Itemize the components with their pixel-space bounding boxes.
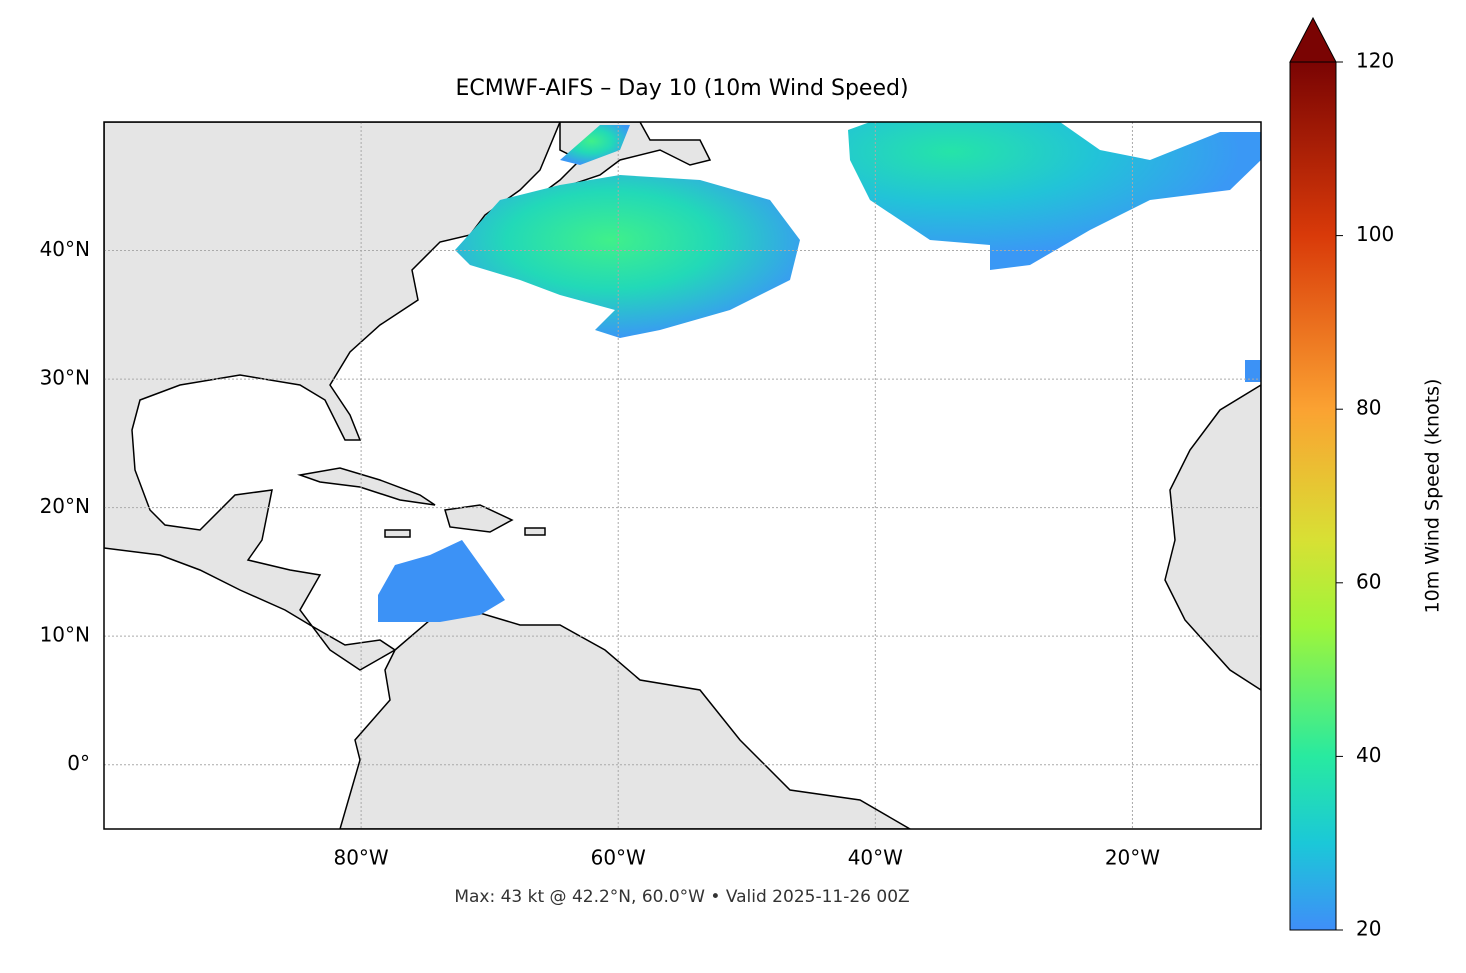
- colorbar-extend: [1289, 16, 1337, 63]
- jamaica: [384, 529, 411, 538]
- hispaniola: [444, 504, 514, 533]
- colorbar-tick-label: 40: [1356, 743, 1381, 767]
- x-tick-label: 40°W: [848, 846, 903, 870]
- north-central-america: [104, 122, 561, 671]
- colorbar-tick-label: 60: [1356, 569, 1381, 593]
- colorbar-tick-label: 80: [1356, 396, 1381, 420]
- x-tick-label: 60°W: [591, 846, 646, 870]
- footer-note: Max: 43 kt @ 42.2°N, 60.0°W • Valid 2025…: [454, 887, 909, 907]
- map-frame: [103, 121, 1262, 830]
- y-tick-label: 40°N: [40, 237, 90, 261]
- africa: [1164, 384, 1261, 691]
- y-tick-label: 0°: [67, 751, 90, 775]
- colorbar-tick-label: 100: [1356, 222, 1394, 246]
- y-tick-label: 20°N: [40, 494, 90, 518]
- puerto-rico: [524, 527, 546, 536]
- x-tick-label: 20°W: [1105, 846, 1160, 870]
- colorbar-tick-label: 120: [1356, 49, 1394, 73]
- cuba: [297, 467, 436, 506]
- wind-area: [848, 122, 1261, 270]
- y-tick-label: 30°N: [40, 366, 90, 390]
- colorbar-tick-label: 20: [1356, 917, 1381, 941]
- wind-area: [560, 125, 630, 165]
- map-title: ECMWF-AIFS – Day 10 (10m Wind Speed): [455, 76, 908, 101]
- map-area: [104, 122, 1261, 829]
- wind-area: [1245, 360, 1261, 382]
- colorbar: [1289, 61, 1337, 931]
- wind-area: [378, 540, 505, 622]
- colorbar-label: 10m Wind Speed (knots): [1422, 379, 1444, 614]
- x-tick-label: 80°W: [333, 846, 388, 870]
- y-tick-label: 10°N: [40, 623, 90, 647]
- wind-area: [455, 175, 800, 338]
